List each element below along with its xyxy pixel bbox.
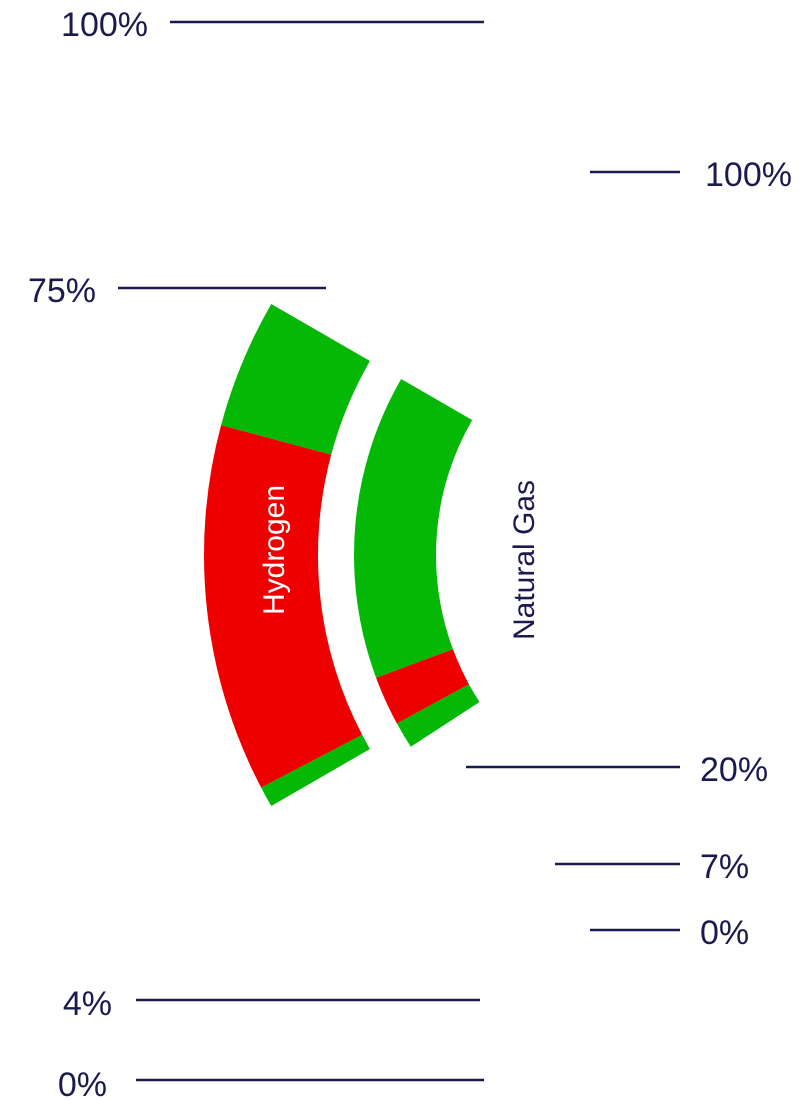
leader-lines — [118, 20, 680, 1082]
hydrogen-segment-0-4 — [261, 734, 370, 806]
natural-gas-band-label: Natural Gas — [508, 480, 541, 640]
hydrogen-tick-label-75: 75% — [28, 272, 96, 310]
hydrogen-tick-label-100: 100% — [61, 6, 148, 44]
hydrogen-tick-label-0: 0% — [58, 1066, 107, 1100]
arc-bands — [203, 304, 480, 806]
gas-tick-label-0: 0% — [700, 914, 749, 952]
gas-tick-label-20: 20% — [700, 751, 768, 789]
gas-segment-20-100 — [354, 379, 473, 678]
gas-tick-label-100: 100% — [705, 156, 792, 194]
hydrogen-band-label: Hydrogen — [258, 485, 291, 615]
hydrogen-tick-label-4: 4% — [63, 985, 112, 1023]
gas-tick-label-7: 7% — [700, 848, 749, 886]
gas-segment-7-20 — [376, 649, 469, 724]
hydrogen-segment-75-100 — [221, 304, 370, 455]
hydrogen-segment-4-75 — [203, 425, 363, 788]
gas-segment-0-7 — [396, 684, 480, 747]
